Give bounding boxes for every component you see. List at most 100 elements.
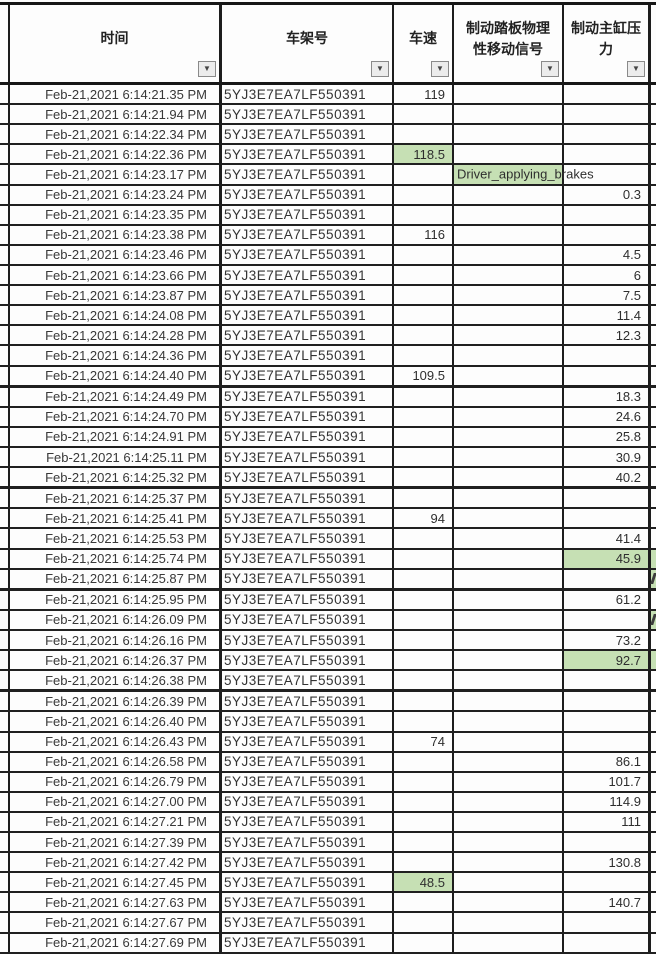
row-margin-cell[interactable] xyxy=(0,671,10,690)
cutoff-column-cell[interactable] xyxy=(651,913,656,931)
vin-cell[interactable]: 5YJ3E7EA7LF550391 xyxy=(222,792,394,811)
master-cylinder-pressure-cell[interactable]: 86.1 xyxy=(564,752,651,771)
speed-cell[interactable]: 74 xyxy=(394,732,454,751)
master-cylinder-pressure-cell[interactable] xyxy=(564,145,651,164)
time-cell[interactable]: Feb-21,2021 6:14:27.21 PM xyxy=(10,812,222,832)
vin-cell[interactable]: 5YJ3E7EA7LF550391 xyxy=(222,590,394,609)
time-cell[interactable]: Feb-21,2021 6:14:22.36 PM xyxy=(10,145,222,164)
vin-cell[interactable]: 5YJ3E7EA7LF550391 xyxy=(222,205,394,224)
cutoff-column-cell[interactable] xyxy=(651,753,656,771)
speed-cell[interactable] xyxy=(394,165,454,184)
speed-cell[interactable] xyxy=(394,105,454,124)
vin-cell[interactable]: 5YJ3E7EA7LF550391 xyxy=(222,873,394,892)
time-cell[interactable]: Feb-21,2021 6:14:21.35 PM xyxy=(10,85,222,104)
row-margin-cell[interactable] xyxy=(0,468,10,487)
cutoff-column-cell[interactable] xyxy=(651,813,656,831)
row-margin-cell[interactable] xyxy=(0,185,10,204)
speed-cell[interactable] xyxy=(394,265,454,285)
speed-cell[interactable] xyxy=(394,549,454,568)
row-margin-cell[interactable] xyxy=(0,651,10,670)
time-cell[interactable]: Feb-21,2021 6:14:24.08 PM xyxy=(10,306,222,325)
speed-cell[interactable] xyxy=(394,346,454,365)
row-margin-cell[interactable] xyxy=(0,549,10,568)
brake-pedal-signal-cell[interactable] xyxy=(454,590,564,609)
time-cell[interactable]: Feb-21,2021 6:14:25.11 PM xyxy=(10,447,222,467)
row-margin-cell[interactable] xyxy=(0,326,10,345)
row-margin-cell[interactable] xyxy=(0,833,10,852)
row-margin-cell[interactable] xyxy=(0,529,10,548)
vin-cell[interactable]: 5YJ3E7EA7LF550391 xyxy=(222,165,394,184)
time-cell[interactable]: Feb-21,2021 6:14:23.46 PM xyxy=(10,245,222,264)
row-margin-cell[interactable] xyxy=(0,692,10,711)
vin-cell[interactable]: 5YJ3E7EA7LF550391 xyxy=(222,933,394,952)
filter-button-master-cylinder-pressure[interactable]: ▼ xyxy=(627,61,645,77)
master-cylinder-pressure-cell[interactable] xyxy=(564,913,651,932)
brake-pedal-signal-cell[interactable] xyxy=(454,205,564,224)
master-cylinder-pressure-cell[interactable]: 111 xyxy=(564,812,651,832)
time-cell[interactable]: Feb-21,2021 6:14:23.38 PM xyxy=(10,225,222,244)
time-cell[interactable]: Feb-21,2021 6:14:25.41 PM xyxy=(10,509,222,528)
row-margin-cell[interactable] xyxy=(0,630,10,650)
speed-cell[interactable] xyxy=(394,772,454,791)
cutoff-column-cell[interactable] xyxy=(651,125,656,143)
speed-cell[interactable] xyxy=(394,387,454,406)
master-cylinder-pressure-cell[interactable]: 7.5 xyxy=(564,286,651,305)
cutoff-column-cell[interactable] xyxy=(651,448,656,466)
row-margin-cell[interactable] xyxy=(0,853,10,872)
time-cell[interactable]: Feb-21,2021 6:14:23.17 PM xyxy=(10,165,222,184)
cutoff-column-cell[interactable] xyxy=(651,85,656,103)
cutoff-column-cell[interactable] xyxy=(651,306,656,324)
time-cell[interactable]: Feb-21,2021 6:14:27.45 PM xyxy=(10,873,222,892)
brake-pedal-signal-cell[interactable] xyxy=(454,346,564,365)
master-cylinder-pressure-cell[interactable] xyxy=(564,671,651,690)
speed-cell[interactable] xyxy=(394,427,454,446)
row-margin-cell[interactable] xyxy=(0,366,10,385)
row-margin-cell[interactable] xyxy=(0,286,10,305)
vin-cell[interactable]: 5YJ3E7EA7LF550391 xyxy=(222,427,394,446)
row-margin-cell[interactable] xyxy=(0,265,10,285)
brake-pedal-signal-cell[interactable] xyxy=(454,569,564,588)
filter-button-vin[interactable]: ▼ xyxy=(371,61,389,77)
row-margin-cell[interactable] xyxy=(0,489,10,508)
master-cylinder-pressure-cell[interactable] xyxy=(564,205,651,224)
brake-pedal-signal-cell[interactable] xyxy=(454,489,564,508)
cutoff-column-cell[interactable] xyxy=(651,428,656,446)
vin-cell[interactable]: 5YJ3E7EA7LF550391 xyxy=(222,306,394,325)
speed-cell[interactable]: 118.5 xyxy=(394,145,454,164)
time-cell[interactable]: Feb-21,2021 6:14:25.74 PM xyxy=(10,549,222,568)
cutoff-column-cell[interactable] xyxy=(651,388,656,406)
speed-cell[interactable]: 116 xyxy=(394,225,454,244)
cutoff-column-cell[interactable] xyxy=(651,833,656,851)
speed-cell[interactable] xyxy=(394,651,454,670)
brake-pedal-signal-cell[interactable] xyxy=(454,306,564,325)
filter-button-time[interactable]: ▼ xyxy=(198,61,216,77)
time-cell[interactable]: Feb-21,2021 6:14:23.87 PM xyxy=(10,286,222,305)
master-cylinder-pressure-cell[interactable] xyxy=(564,732,651,751)
row-margin-cell[interactable] xyxy=(0,125,10,144)
filter-button-brake-pedal-signal[interactable]: ▼ xyxy=(541,61,559,77)
header-vin[interactable]: 车架号 ▼ xyxy=(222,5,394,82)
vin-cell[interactable]: 5YJ3E7EA7LF550391 xyxy=(222,893,394,912)
master-cylinder-pressure-cell[interactable] xyxy=(564,366,651,385)
cutoff-column-cell[interactable] xyxy=(651,773,656,791)
row-margin-cell[interactable] xyxy=(0,85,10,104)
cutoff-column-cell[interactable] xyxy=(651,266,656,284)
vin-cell[interactable]: 5YJ3E7EA7LF550391 xyxy=(222,407,394,426)
brake-pedal-signal-cell[interactable] xyxy=(454,245,564,264)
master-cylinder-pressure-cell[interactable] xyxy=(564,569,651,588)
brake-pedal-signal-cell[interactable] xyxy=(454,812,564,832)
time-cell[interactable]: Feb-21,2021 6:14:25.87 PM xyxy=(10,569,222,588)
master-cylinder-pressure-cell[interactable] xyxy=(564,85,651,104)
row-margin-cell[interactable] xyxy=(0,225,10,244)
time-cell[interactable]: Feb-21,2021 6:14:25.32 PM xyxy=(10,468,222,487)
filter-button-speed[interactable]: ▼ xyxy=(431,61,449,77)
vin-cell[interactable]: 5YJ3E7EA7LF550391 xyxy=(222,489,394,508)
time-cell[interactable]: Feb-21,2021 6:14:27.67 PM xyxy=(10,913,222,932)
speed-cell[interactable] xyxy=(394,569,454,588)
speed-cell[interactable] xyxy=(394,792,454,811)
cutoff-column-cell[interactable] xyxy=(651,186,656,204)
speed-cell[interactable] xyxy=(394,893,454,912)
time-cell[interactable]: Feb-21,2021 6:14:27.39 PM xyxy=(10,833,222,852)
time-cell[interactable]: Feb-21,2021 6:14:27.63 PM xyxy=(10,893,222,912)
cutoff-column-cell[interactable] xyxy=(651,692,656,710)
